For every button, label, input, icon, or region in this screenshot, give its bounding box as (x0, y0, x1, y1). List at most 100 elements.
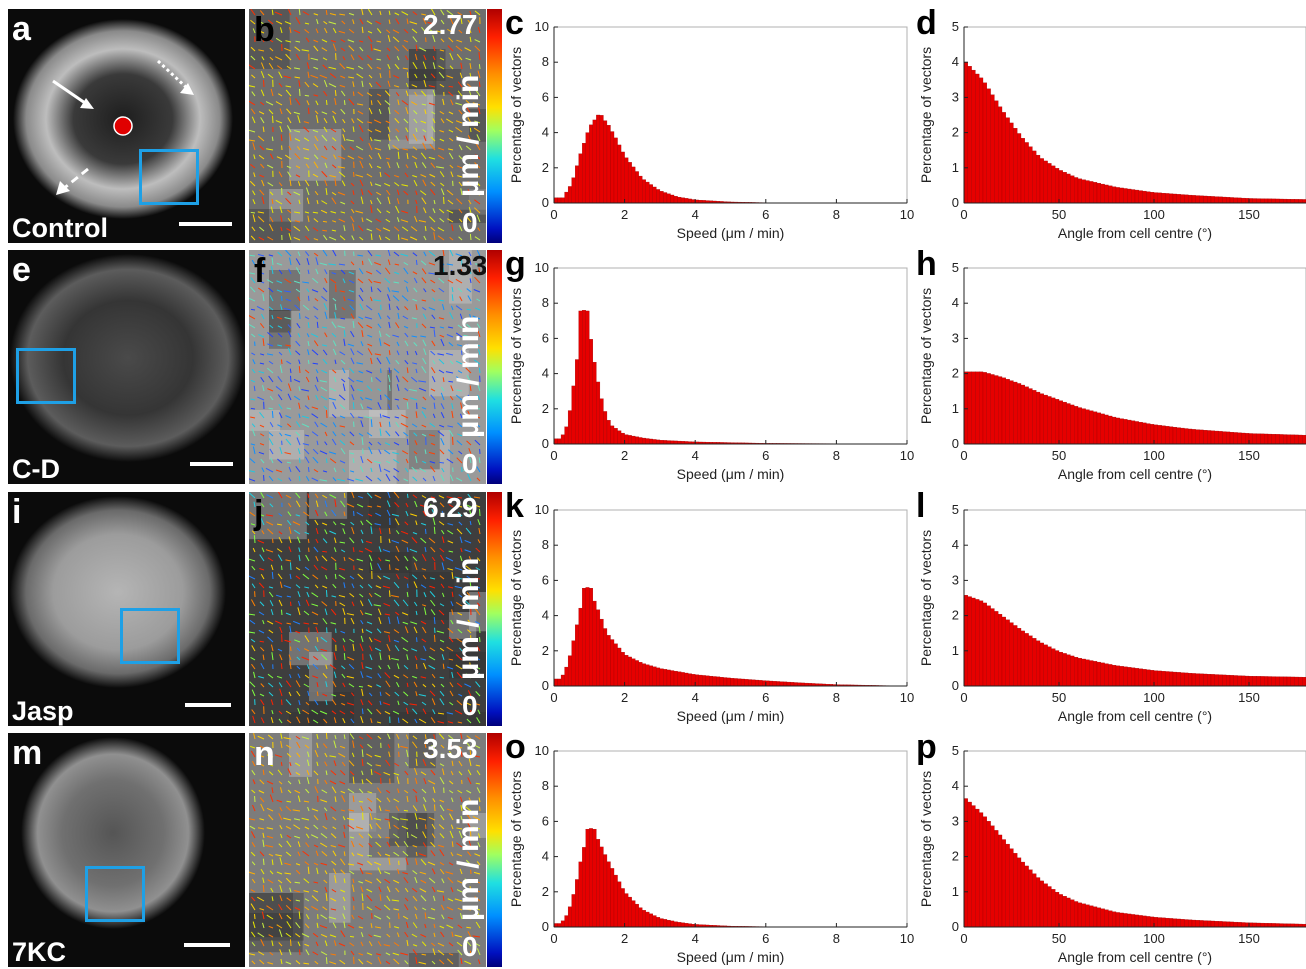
flow-vector (472, 315, 481, 320)
flow-vector (262, 832, 265, 839)
flow-vector (268, 682, 274, 688)
y-tick-label: 1 (952, 884, 959, 899)
flow-vector (342, 278, 346, 284)
y-tick-label: 6 (542, 330, 549, 345)
flow-vector (328, 451, 337, 455)
flow-vector (412, 155, 418, 160)
flow-vector (322, 673, 328, 679)
flow-vector (352, 223, 355, 232)
flow-vector (388, 634, 391, 643)
flow-vector (438, 71, 445, 79)
flow-vector (438, 495, 445, 499)
flow-vector (440, 38, 445, 43)
flow-vector (324, 529, 328, 535)
flow-vector (350, 261, 355, 266)
flow-vector (448, 750, 454, 758)
flow-vector (412, 532, 418, 535)
histogram-bar (971, 805, 976, 928)
flow-vector (387, 733, 391, 740)
flow-vector (392, 29, 400, 34)
flow-vector (406, 367, 409, 374)
histogram-bar (994, 375, 999, 445)
flow-vector (382, 415, 391, 419)
flow-vector (287, 117, 292, 124)
flow-vector (350, 357, 355, 365)
flow-vector (478, 107, 481, 115)
flow-vector (334, 312, 337, 320)
flow-vector (280, 663, 283, 670)
histogram-bar (606, 861, 611, 928)
flow-vector (314, 110, 319, 115)
histogram-bar (617, 430, 622, 445)
flow-vector (286, 65, 292, 70)
flow-vector (406, 350, 409, 356)
flow-vector (262, 769, 265, 776)
panel-letter: e (12, 251, 31, 289)
flow-vector (331, 332, 337, 338)
flow-vector (473, 359, 481, 365)
flow-vector (403, 877, 409, 884)
flow-vector (325, 188, 328, 196)
flow-vector (458, 29, 463, 34)
flow-vector (393, 281, 400, 284)
flow-vector (466, 592, 472, 598)
x-tick-label: 4 (692, 448, 699, 463)
flow-vector (402, 599, 409, 607)
image-patch (409, 49, 437, 90)
flow-vector (303, 448, 310, 455)
flow-vector (474, 236, 481, 241)
flow-vector (340, 869, 346, 875)
flow-vector (280, 304, 283, 311)
flow-vector (432, 89, 436, 97)
flow-vector (360, 520, 364, 526)
flow-vector (359, 593, 364, 598)
flow-vector (284, 433, 292, 437)
flow-vector (421, 26, 427, 34)
histogram-bar (1286, 434, 1291, 445)
flow-vector (375, 512, 382, 517)
flow-vector (340, 809, 346, 812)
flow-vector (342, 913, 346, 920)
flow-vector (325, 590, 328, 598)
flow-vector (349, 870, 355, 875)
flow-vector (421, 638, 427, 643)
flow-vector (305, 599, 310, 607)
flow-vector (332, 297, 337, 302)
histogram-bar (592, 828, 597, 928)
image-patch (329, 370, 388, 417)
flow-vector (343, 653, 346, 661)
histogram-bar (1017, 857, 1022, 928)
flow-vector (396, 932, 400, 938)
flow-vector (473, 585, 481, 589)
x-axis-label: Angle from cell centre (°) (1058, 708, 1212, 724)
flow-vector (261, 196, 265, 205)
image-patch (429, 350, 469, 397)
flow-vector (278, 536, 283, 544)
flow-vector (265, 844, 274, 848)
flow-vector (293, 818, 301, 821)
histogram-bar (1165, 917, 1170, 928)
flow-vector (477, 349, 481, 356)
flow-vector (278, 71, 283, 79)
flow-vector (406, 72, 409, 79)
flow-vector (457, 496, 463, 499)
flow-vector (415, 795, 418, 803)
flow-vector (368, 74, 373, 79)
flow-vector (279, 949, 283, 956)
histogram-bar (642, 179, 646, 204)
flow-vector (467, 19, 472, 25)
flow-vector (368, 692, 373, 697)
flow-vector (331, 191, 337, 196)
histogram-bar (1093, 411, 1098, 445)
flow-vector (285, 40, 292, 43)
flow-vector (295, 267, 301, 275)
flow-vector (288, 503, 292, 508)
flow-vector (356, 145, 364, 151)
flow-vector (467, 619, 472, 625)
flow-vector (320, 648, 328, 652)
flow-vector (352, 190, 355, 196)
image-patch (289, 733, 313, 777)
flow-vector (456, 889, 463, 893)
flow-vector (418, 718, 427, 724)
flow-vector (420, 584, 427, 589)
